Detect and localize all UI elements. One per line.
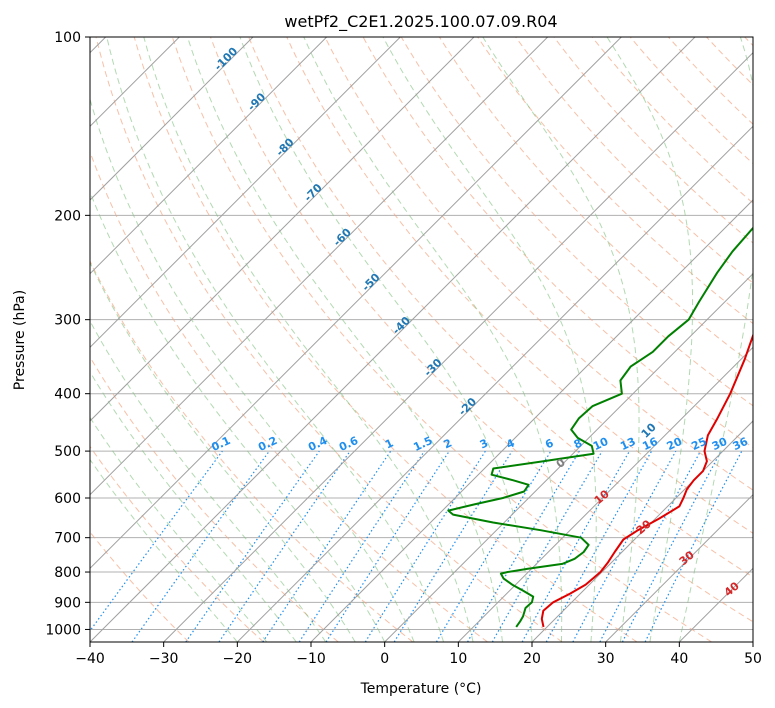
dry-adiabat (515, 37, 753, 284)
moist-adiabat (678, 37, 753, 642)
x-tick-label: 30 (597, 651, 615, 667)
plot-area: -100-90-80-70-60-50-40-30-20 0.1 0.2 0.4 0.… (90, 37, 753, 642)
isotherm (384, 272, 753, 642)
mixing-ratio-line (298, 450, 425, 642)
x-tick-label: 20 (523, 651, 541, 667)
isotherm (310, 199, 753, 642)
moist-adiabat (239, 37, 533, 642)
mixing-ratio-line (185, 450, 320, 642)
dry-adiabat (90, 356, 339, 642)
isotherm (90, 37, 696, 642)
isotherm (531, 420, 753, 642)
moist-adiabat (303, 37, 563, 642)
mixing-ratio-label: 16 (640, 435, 660, 453)
mixing-ratio-label: 25 (689, 435, 708, 453)
x-axis-ticks: −40 −30 −20 −10 0 10 20 30 40 50 (75, 642, 762, 667)
moist-adiabat (382, 37, 597, 642)
mixing-ratio-line (131, 450, 270, 642)
mixing-ratio-label: 20 (665, 435, 685, 453)
dry-adiabat (133, 37, 638, 642)
isotherm (457, 346, 753, 642)
dry-adiabat (324, 37, 753, 491)
moist-adiabat (90, 261, 356, 642)
profile-series (447, 226, 753, 628)
x-tick-label: 10 (449, 651, 467, 667)
moist-adiabat (90, 190, 386, 642)
y-tick-label: 500 (54, 444, 81, 460)
dewpoint-profile (447, 226, 753, 628)
dry-adiabat (286, 37, 753, 534)
y-tick-label: 400 (54, 387, 81, 403)
mixing-ratio-line (325, 450, 450, 642)
y-tick-label: 600 (54, 491, 81, 507)
y-tick-label: 100 (54, 30, 81, 46)
mixing-ratio-line (393, 450, 513, 642)
mixing-ratio-line (262, 450, 392, 642)
isotherm (236, 125, 753, 642)
moist-adiabat (482, 37, 640, 642)
moist-adiabat (90, 416, 268, 642)
y-axis-label: Pressure (hPa) (12, 290, 28, 390)
mixing-ratio-label: 30 (710, 435, 730, 453)
x-tick-label: 40 (670, 651, 688, 667)
moist-adiabat (90, 370, 297, 642)
mixing-ratio-label: 13 (618, 435, 637, 453)
y-axis-ticks: 100 200 300 400 500 600 700 800 900 1000 (45, 30, 90, 638)
mixing-ratio-line (521, 450, 631, 642)
isotherm (90, 37, 401, 349)
x-axis-label: Temperature (°C) (360, 681, 482, 697)
dry-adiabat (90, 445, 264, 642)
x-tick-label: −30 (149, 651, 179, 667)
y-tick-label: 700 (54, 531, 81, 547)
y-tick-label: 900 (54, 595, 81, 611)
mixing-ratio-line (90, 450, 223, 632)
moist-adiabat (90, 320, 327, 642)
moist-adiabat (143, 37, 474, 642)
y-tick-label: 1000 (45, 622, 81, 638)
isotherm (163, 51, 753, 642)
isotherm (90, 37, 328, 275)
isotherm (90, 37, 549, 496)
mixing-ratio-label: 36 (731, 435, 751, 453)
x-tick-label: −20 (223, 651, 253, 667)
isotherm (90, 37, 475, 422)
dry-adiabat (90, 259, 414, 642)
dry-adiabat (248, 37, 753, 578)
y-tick-label: 300 (54, 313, 81, 329)
isotherms (90, 37, 753, 642)
isotherm (90, 37, 622, 570)
mixing-ratio-line (545, 450, 653, 642)
dry-adiabat (171, 37, 712, 642)
moist-adiabat (606, 37, 694, 642)
dry-adiabats (90, 37, 753, 642)
moist-adiabat (187, 37, 503, 642)
x-tick-label: −10 (296, 651, 326, 667)
y-tick-label: 200 (54, 208, 81, 224)
plot-frame (89, 36, 754, 643)
dry-adiabat (210, 37, 753, 623)
x-tick-label: 50 (744, 651, 762, 667)
mixing-ratio-lines (90, 450, 743, 642)
x-tick-label: 0 (380, 651, 389, 667)
x-tick-label: −40 (75, 651, 105, 667)
pressure-gridlines (90, 37, 753, 630)
chart-title: wetPf2_C2E1.2025.100.07.09.R04 (284, 12, 557, 32)
temperature-profile (540, 332, 753, 628)
mixing-ratio-line (218, 450, 351, 642)
isotherm (605, 493, 753, 642)
dry-adiabat (95, 37, 563, 642)
mixing-ratio-line (572, 450, 677, 642)
mixing-ratio-label: 10 (591, 435, 611, 453)
mixing-ratio-line (644, 450, 743, 642)
y-tick-label: 800 (54, 565, 81, 581)
moist-adiabat (90, 458, 238, 642)
moist-adiabat (106, 37, 445, 642)
isotherm (90, 37, 254, 201)
